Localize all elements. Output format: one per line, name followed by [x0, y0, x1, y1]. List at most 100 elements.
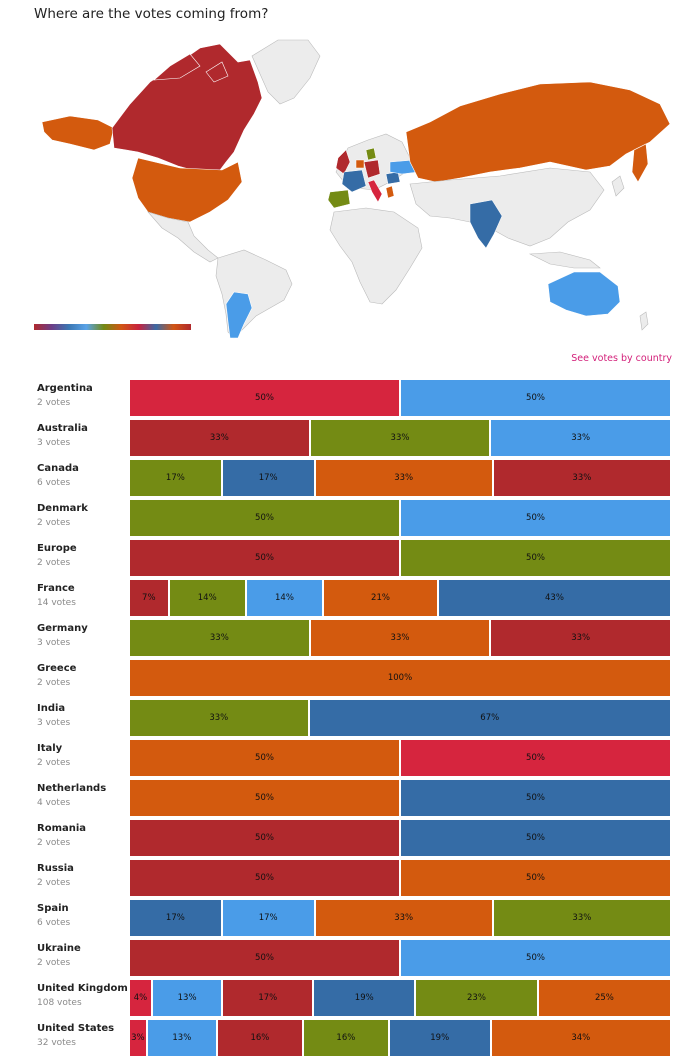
country-name: Italy — [37, 743, 63, 754]
map-se-asia — [528, 251, 601, 269]
bar-segment: 50% — [401, 780, 670, 816]
vote-count: 2 votes — [37, 878, 71, 888]
bar-segment: 50% — [130, 740, 399, 776]
bar-segment: 33% — [315, 900, 492, 936]
country-name: Spain — [37, 903, 69, 914]
bar-segment: 50% — [130, 380, 399, 416]
stacked-bar: 50% 50% — [130, 500, 670, 536]
bar-segment: 33% — [491, 420, 670, 456]
country-row: Denmark 2 votes 50% 50% — [0, 498, 680, 538]
map-africa — [329, 207, 423, 305]
country-name: Ukraine — [37, 943, 81, 954]
stacked-bar: 7% 14% 14% 21% 43% — [130, 580, 670, 616]
map-new-zealand — [639, 311, 649, 331]
map-asia — [409, 167, 605, 247]
vote-count: 2 votes — [37, 838, 71, 848]
vote-count: 2 votes — [37, 958, 71, 968]
bar-segment: 13% — [152, 980, 222, 1016]
bar-segment: 7% — [130, 580, 168, 616]
see-votes-by-country-link[interactable]: See votes by country — [571, 353, 672, 364]
map-netherlands — [355, 159, 365, 169]
bar-segment: 23% — [416, 980, 537, 1016]
map-argentina — [225, 291, 253, 339]
bar-segment: 17% — [222, 900, 314, 936]
stacked-bar: 17% 17% 33% 33% — [130, 460, 670, 496]
vote-count: 32 votes — [37, 1038, 76, 1048]
country-row: Greece 2 votes 100% — [0, 658, 680, 698]
map-france — [341, 169, 367, 193]
country-row: Italy 2 votes 50% 50% — [0, 738, 680, 778]
bar-segment: 25% — [538, 980, 670, 1016]
bar-segment: 33% — [493, 460, 670, 496]
page-title: Where are the votes coming from? — [34, 6, 269, 22]
country-name: United States — [37, 1023, 115, 1034]
vote-count: 14 votes — [37, 598, 76, 608]
bar-segment: 50% — [401, 940, 670, 976]
bar-segment: 50% — [401, 740, 670, 776]
stacked-bar: 50% 50% — [130, 860, 670, 896]
vote-count: 6 votes — [37, 478, 71, 488]
map-usa — [131, 157, 243, 223]
country-row: Ukraine 2 votes 50% 50% — [0, 938, 680, 978]
country-name: Europe — [37, 543, 77, 554]
stacked-bar: 50% 50% — [130, 380, 670, 416]
bar-segment: 50% — [401, 500, 670, 536]
bar-segment: 3% — [130, 1020, 146, 1056]
map-italy — [367, 179, 383, 203]
stacked-bar: 3% 13% 16% 16% 19% 34% — [130, 1020, 670, 1056]
country-row: United Kingdom 108 votes 4% 13% 17% 19% 23% 25% — [0, 978, 680, 1018]
bar-segment: 17% — [130, 460, 221, 496]
map-australia — [547, 271, 621, 317]
bar-segment: 33% — [310, 420, 490, 456]
bar-segment: 50% — [130, 780, 399, 816]
bar-segment: 50% — [401, 540, 670, 576]
bar-segment: 43% — [438, 580, 670, 616]
bar-segment: 16% — [217, 1020, 302, 1056]
country-name: Netherlands — [37, 783, 107, 794]
country-row: United States 32 votes 3% 13% 16% 16% 19% 34% — [0, 1018, 680, 1058]
bar-segment: 50% — [130, 500, 399, 536]
stacked-bar: 50% 50% — [130, 820, 670, 856]
vote-count: 108 votes — [37, 998, 82, 1008]
map-japan — [611, 175, 625, 197]
country-name: Russia — [37, 863, 74, 874]
map-alaska — [41, 115, 115, 151]
stacked-bar: 17% 17% 33% 33% — [130, 900, 670, 936]
bar-segment: 17% — [130, 900, 221, 936]
map-uk — [335, 149, 351, 175]
bar-segment: 13% — [147, 1020, 216, 1056]
vote-rows: Argentina 2 votes 50% 50% Australia 3 votes 33… — [0, 378, 680, 1058]
bar-segment: 33% — [310, 620, 490, 656]
vote-count: 2 votes — [37, 558, 71, 568]
country-name: United Kingdom — [37, 983, 128, 994]
country-row: India 3 votes 33% 67% — [0, 698, 680, 738]
stacked-bar: 33% 33% 33% — [130, 620, 670, 656]
country-name: Canada — [37, 463, 79, 474]
map-south-america — [215, 249, 293, 339]
bar-segment: 50% — [130, 820, 399, 856]
map-kamchatka — [631, 143, 649, 183]
vote-count: 3 votes — [37, 638, 71, 648]
map-romania — [385, 171, 401, 185]
country-name: Greece — [37, 663, 77, 674]
bar-segment: 19% — [389, 1020, 490, 1056]
country-row: Argentina 2 votes 50% 50% — [0, 378, 680, 418]
bar-segment: 50% — [401, 820, 670, 856]
map-canada-islands — [153, 53, 229, 83]
vote-count: 4 votes — [37, 798, 71, 808]
stacked-bar: 100% — [130, 660, 670, 696]
bar-segment: 50% — [401, 860, 670, 896]
country-row: Germany 3 votes 33% 33% 33% — [0, 618, 680, 658]
country-row: Spain 6 votes 17% 17% 33% 33% — [0, 898, 680, 938]
country-name: Argentina — [37, 383, 93, 394]
vote-count: 2 votes — [37, 518, 71, 528]
bar-segment: 100% — [130, 660, 670, 696]
bar-segment: 50% — [130, 940, 399, 976]
bar-segment: 50% — [130, 860, 399, 896]
stacked-bar: 50% 50% — [130, 940, 670, 976]
bar-segment: 33% — [493, 900, 670, 936]
vote-count: 6 votes — [37, 918, 71, 928]
bar-segment: 33% — [315, 460, 492, 496]
country-name: Germany — [37, 623, 88, 634]
map-greece — [385, 185, 395, 199]
